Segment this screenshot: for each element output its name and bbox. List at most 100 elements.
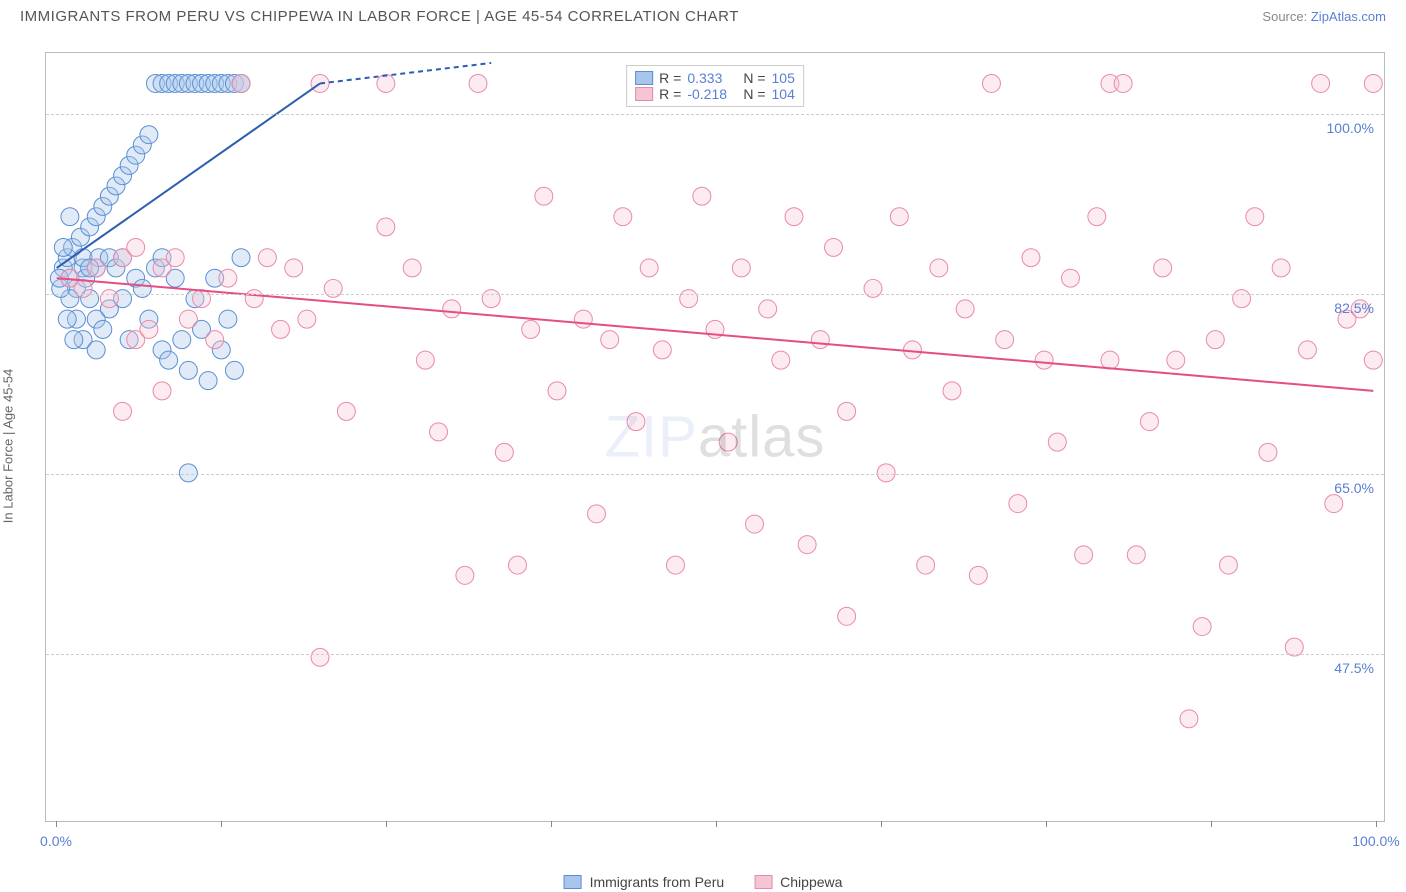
scatter-point bbox=[1075, 546, 1093, 564]
scatter-point bbox=[416, 351, 434, 369]
scatter-point bbox=[179, 361, 197, 379]
scatter-point bbox=[1325, 495, 1343, 513]
scatter-point bbox=[272, 320, 290, 338]
scatter-point bbox=[482, 290, 500, 308]
scatter-point bbox=[311, 648, 329, 666]
scatter-point bbox=[232, 249, 250, 267]
scatter-point bbox=[219, 310, 237, 328]
scatter-point bbox=[87, 259, 105, 277]
scatter-point bbox=[785, 208, 803, 226]
scatter-point bbox=[1233, 290, 1251, 308]
scatter-point bbox=[1193, 618, 1211, 636]
xtick-mark bbox=[716, 821, 717, 827]
scatter-point bbox=[1088, 208, 1106, 226]
scatter-point bbox=[943, 382, 961, 400]
scatter-point bbox=[61, 208, 79, 226]
ytick-label: 100.0% bbox=[1327, 120, 1374, 136]
legend-r-value: 0.333 bbox=[687, 70, 737, 86]
scatter-point bbox=[495, 443, 513, 461]
y-axis-label: In Labor Force | Age 45-54 bbox=[1, 369, 16, 523]
xtick-mark bbox=[386, 821, 387, 827]
scatter-point bbox=[100, 290, 118, 308]
legend-n-label: N = bbox=[743, 70, 765, 86]
legend-row: R = -0.218 N = 104 bbox=[635, 86, 795, 102]
scatter-point bbox=[969, 566, 987, 584]
scatter-point bbox=[160, 351, 178, 369]
xtick-mark bbox=[551, 821, 552, 827]
scatter-point bbox=[1114, 74, 1132, 92]
gridline-horizontal bbox=[46, 474, 1384, 475]
scatter-point bbox=[58, 310, 76, 328]
scatter-point bbox=[640, 259, 658, 277]
legend-item: Chippewa bbox=[754, 874, 842, 890]
ytick-label: 82.5% bbox=[1334, 300, 1374, 316]
scatter-point bbox=[1298, 341, 1316, 359]
scatter-point bbox=[179, 310, 197, 328]
scatter-point bbox=[232, 74, 250, 92]
scatter-point bbox=[719, 433, 737, 451]
source-link[interactable]: ZipAtlas.com bbox=[1311, 9, 1386, 24]
scatter-point bbox=[1312, 74, 1330, 92]
scatter-plot-svg bbox=[46, 53, 1384, 821]
scatter-point bbox=[140, 126, 158, 144]
scatter-point bbox=[759, 300, 777, 318]
legend-series-label: Immigrants from Peru bbox=[590, 874, 725, 890]
scatter-point bbox=[838, 402, 856, 420]
legend-swatch bbox=[564, 875, 582, 889]
scatter-point bbox=[1272, 259, 1290, 277]
gridline-horizontal bbox=[46, 294, 1384, 295]
scatter-point bbox=[443, 300, 461, 318]
scatter-point bbox=[746, 515, 764, 533]
scatter-point bbox=[469, 74, 487, 92]
scatter-point bbox=[535, 187, 553, 205]
scatter-point bbox=[225, 361, 243, 379]
scatter-point bbox=[193, 290, 211, 308]
scatter-point bbox=[87, 341, 105, 359]
scatter-point bbox=[430, 423, 448, 441]
legend-item: Immigrants from Peru bbox=[564, 874, 725, 890]
gridline-horizontal bbox=[46, 654, 1384, 655]
scatter-point bbox=[1101, 351, 1119, 369]
gridline-horizontal bbox=[46, 114, 1384, 115]
scatter-point bbox=[245, 290, 263, 308]
scatter-point bbox=[1048, 433, 1066, 451]
chart-title: IMMIGRANTS FROM PERU VS CHIPPEWA IN LABO… bbox=[20, 8, 739, 25]
scatter-point bbox=[114, 402, 132, 420]
legend-n-label: N = bbox=[743, 86, 765, 102]
scatter-point bbox=[825, 238, 843, 256]
trend-line bbox=[57, 83, 320, 267]
scatter-point bbox=[930, 259, 948, 277]
scatter-point bbox=[1140, 413, 1158, 431]
legend-r-label: R = bbox=[659, 70, 681, 86]
legend-n-value: 104 bbox=[772, 86, 795, 102]
scatter-point bbox=[127, 238, 145, 256]
scatter-point bbox=[601, 331, 619, 349]
scatter-point bbox=[173, 331, 191, 349]
xtick-mark bbox=[56, 821, 57, 827]
scatter-point bbox=[627, 413, 645, 431]
scatter-point bbox=[337, 402, 355, 420]
xtick-mark bbox=[1046, 821, 1047, 827]
scatter-point bbox=[680, 290, 698, 308]
scatter-point bbox=[732, 259, 750, 277]
scatter-point bbox=[94, 320, 112, 338]
scatter-point bbox=[140, 320, 158, 338]
scatter-point bbox=[772, 351, 790, 369]
xtick-label: 0.0% bbox=[40, 833, 72, 849]
ytick-label: 65.0% bbox=[1334, 480, 1374, 496]
scatter-point bbox=[199, 372, 217, 390]
scatter-point bbox=[403, 259, 421, 277]
scatter-point bbox=[653, 341, 671, 359]
legend-row: R = 0.333 N = 105 bbox=[635, 70, 795, 86]
scatter-point bbox=[54, 238, 72, 256]
xtick-mark bbox=[1211, 821, 1212, 827]
scatter-point bbox=[877, 464, 895, 482]
scatter-point bbox=[377, 74, 395, 92]
correlation-legend: R = 0.333 N = 105 R = -0.218 N = 104 bbox=[626, 65, 804, 107]
source-label: Source: bbox=[1262, 9, 1307, 24]
scatter-point bbox=[983, 74, 1001, 92]
legend-r-label: R = bbox=[659, 86, 681, 102]
xtick-mark bbox=[1376, 821, 1377, 827]
scatter-point bbox=[574, 310, 592, 328]
legend-n-value: 105 bbox=[772, 70, 795, 86]
